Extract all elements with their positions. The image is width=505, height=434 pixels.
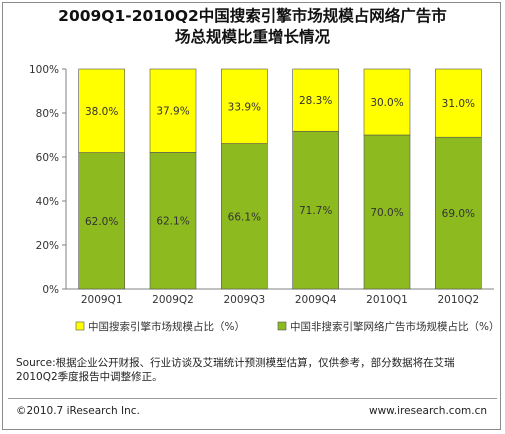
legend-label: 中国非搜索引擎网络广告市场规模占比（%） <box>290 320 499 333</box>
bar-segment-search <box>78 68 125 153</box>
bar-segment-non-search <box>149 152 197 290</box>
legend-label: 中国搜索引擎市场规模占比（%） <box>88 320 245 333</box>
bar-segment-non-search <box>292 130 339 290</box>
y-tick-label: 100% <box>29 64 59 76</box>
bar-segment-non-search <box>363 134 411 290</box>
copyright-text: ©2010.7 iResearch Inc. <box>16 405 140 417</box>
y-tick-label: 20% <box>36 240 59 252</box>
chart-title: 2009Q1-2010Q2中国搜索引擎市场规模占网络广告市 场总规模比重增长情况 <box>0 6 505 48</box>
bar-data-label: 62.1% <box>156 216 189 228</box>
y-tick-label: 40% <box>36 196 59 208</box>
x-tick-label: 2010Q1 <box>366 294 408 306</box>
bar-data-label: 37.9% <box>156 106 189 118</box>
y-tick-label: 60% <box>36 152 59 164</box>
x-tick-label: 2009Q4 <box>295 294 337 306</box>
bar-data-label: 66.1% <box>228 211 261 223</box>
bar-segment-search <box>363 68 411 136</box>
bar-segment-search <box>221 68 268 144</box>
website-link[interactable]: www.iresearch.com.cn <box>368 405 487 417</box>
bar-segment-search <box>435 68 482 138</box>
legend-swatch <box>277 321 287 331</box>
bar-segment-non-search <box>221 143 268 290</box>
stacked-bar-chart: 0% 20% 40% 60% 80% 100% 62.0% 38.0% 2009Q1 62.1% 3… <box>29 64 500 333</box>
bar-data-label: 38.0% <box>85 106 118 118</box>
bar-data-label: 28.3% <box>299 95 332 107</box>
bar-data-label: 30.0% <box>370 97 403 109</box>
bar-segment-search <box>149 68 197 153</box>
x-tick-label: 2009Q1 <box>81 294 123 306</box>
legend-swatch <box>75 321 85 331</box>
bar-data-label: 69.0% <box>442 208 475 220</box>
bar-data-label: 33.9% <box>228 101 261 113</box>
y-tick-label: 80% <box>36 108 59 120</box>
y-tick-label: 0% <box>42 284 59 296</box>
bar-data-label: 31.0% <box>442 98 475 110</box>
x-tick-label: 2010Q2 <box>437 294 479 306</box>
x-tick-label: 2009Q3 <box>223 294 265 306</box>
bar-data-label: 70.0% <box>370 207 403 219</box>
bar-segment-search <box>292 68 339 132</box>
source-note: Source:根据企业公开财报、行业访谈及艾瑞统计预测模型估算，仅供参考，部分数… <box>16 357 455 383</box>
bar-segment-non-search <box>435 136 482 290</box>
chart-title-line1: 2009Q1-2010Q2中国搜索引擎市场规模占网络广告市 <box>58 7 447 25</box>
bar-segment-non-search <box>78 152 125 290</box>
chart-title-line2: 场总规模比重增长情况 <box>174 28 330 46</box>
bar-data-label: 71.7% <box>299 205 332 217</box>
x-tick-label: 2009Q2 <box>152 294 194 306</box>
bar-data-label: 62.0% <box>85 216 118 228</box>
footer-divider <box>8 398 497 399</box>
